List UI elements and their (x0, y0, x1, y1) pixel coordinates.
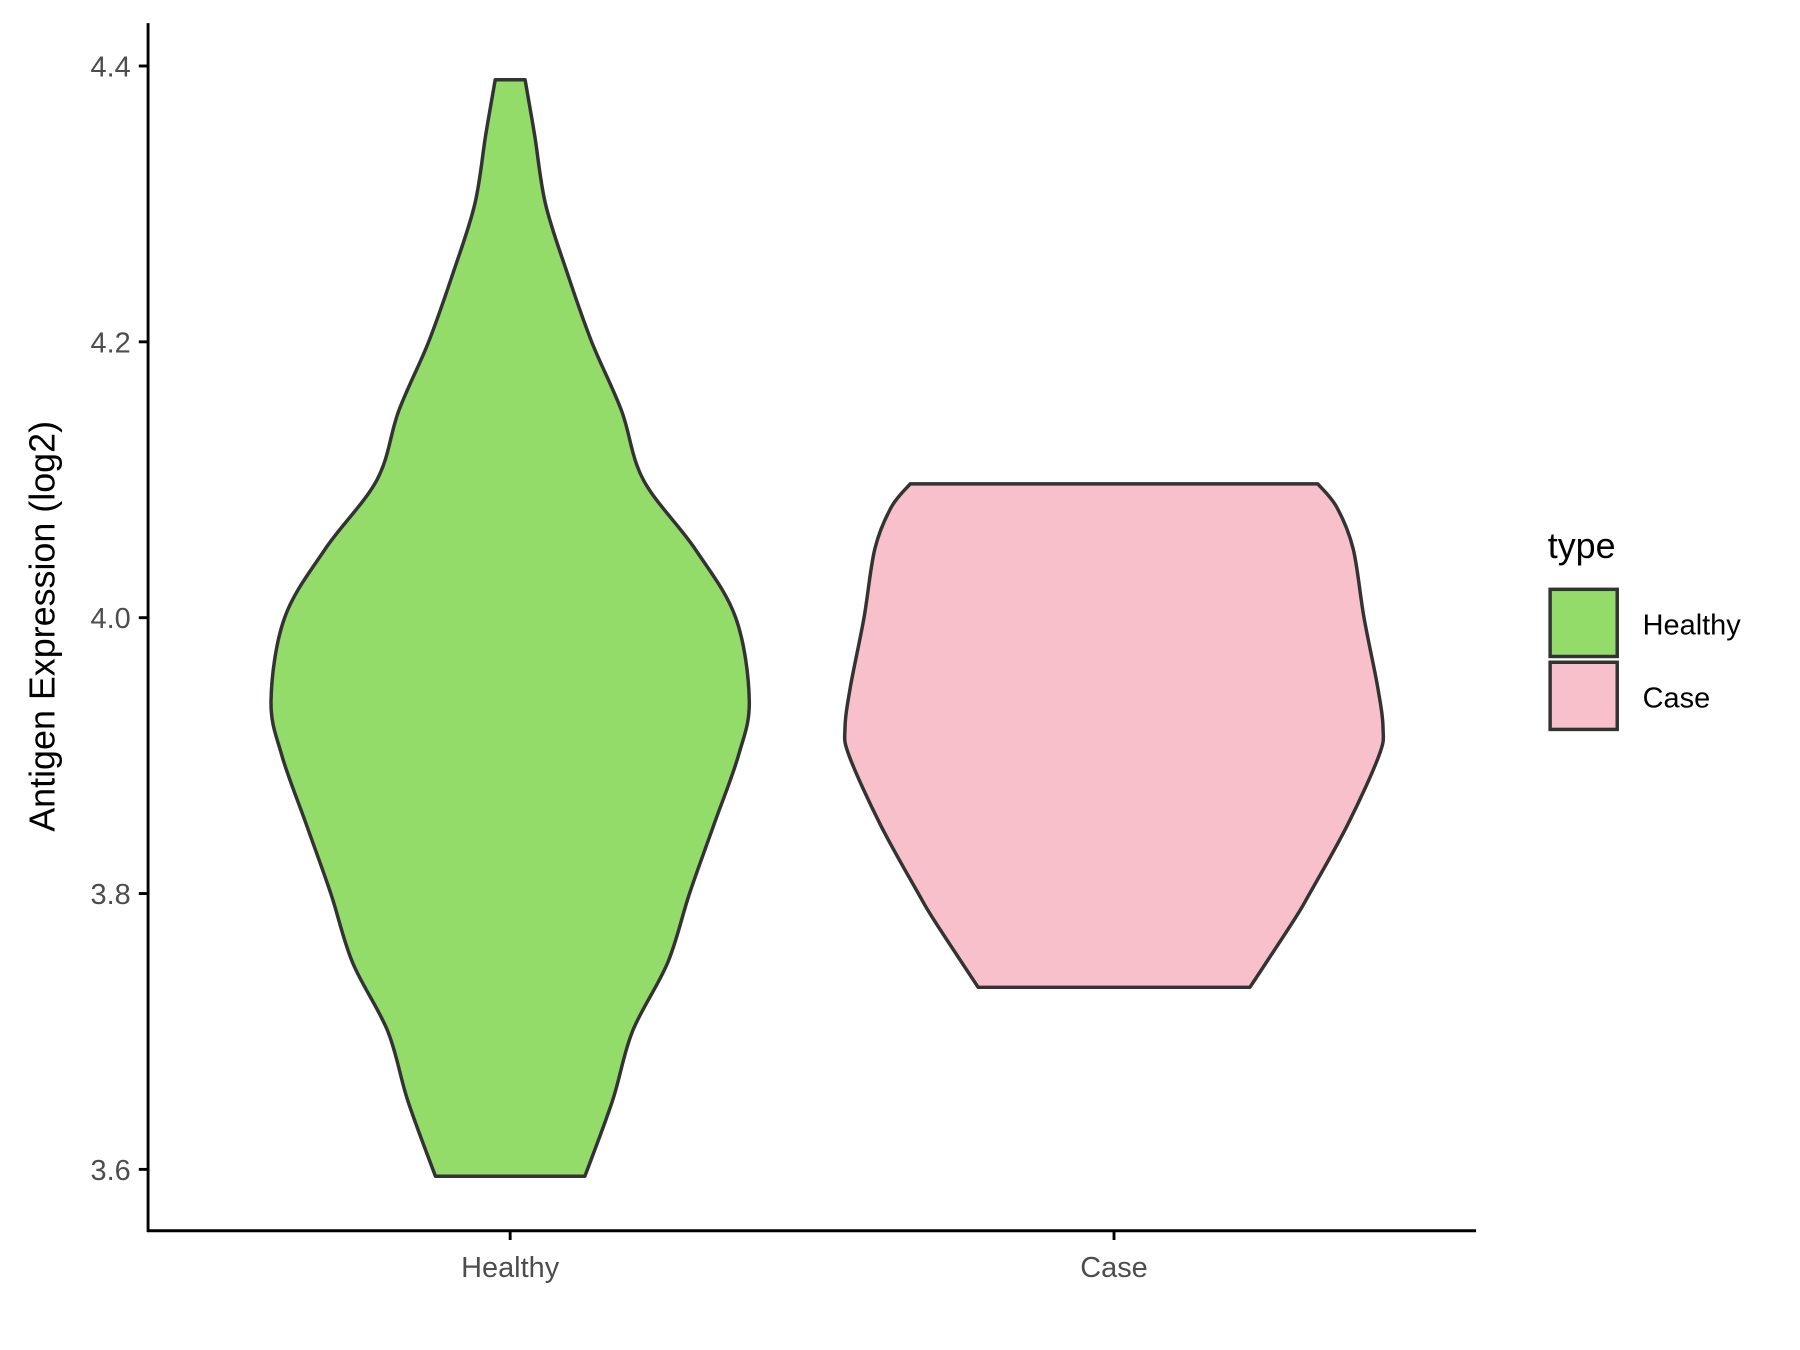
legend-key-case (1548, 660, 1619, 732)
y-tick-label: 3.6 (91, 1155, 131, 1187)
violin-case (842, 482, 1386, 990)
x-ticks: Healthy Case (461, 1230, 1148, 1284)
x-tick-label: Healthy (461, 1252, 560, 1284)
violin-healthy (269, 78, 752, 1179)
y-tick-label: 4.2 (91, 327, 131, 359)
y-tick-label: 4.0 (91, 603, 131, 635)
y-tick-label: 4.4 (91, 51, 131, 83)
violins (269, 78, 1386, 1179)
y-tick-label: 3.8 (91, 879, 131, 911)
x-tick-label: Case (1080, 1252, 1148, 1284)
legend-title: type (1548, 526, 1616, 566)
legend-label: Case (1643, 682, 1711, 714)
y-axis-label: Antigen Expression (log2) (22, 421, 62, 832)
y-ticks: 3.6 3.8 4.0 4.2 4.4 (91, 51, 149, 1187)
legend-label: Healthy (1643, 609, 1742, 641)
legend-key-healthy (1548, 587, 1619, 659)
legend: Healthy Case (1548, 587, 1742, 732)
